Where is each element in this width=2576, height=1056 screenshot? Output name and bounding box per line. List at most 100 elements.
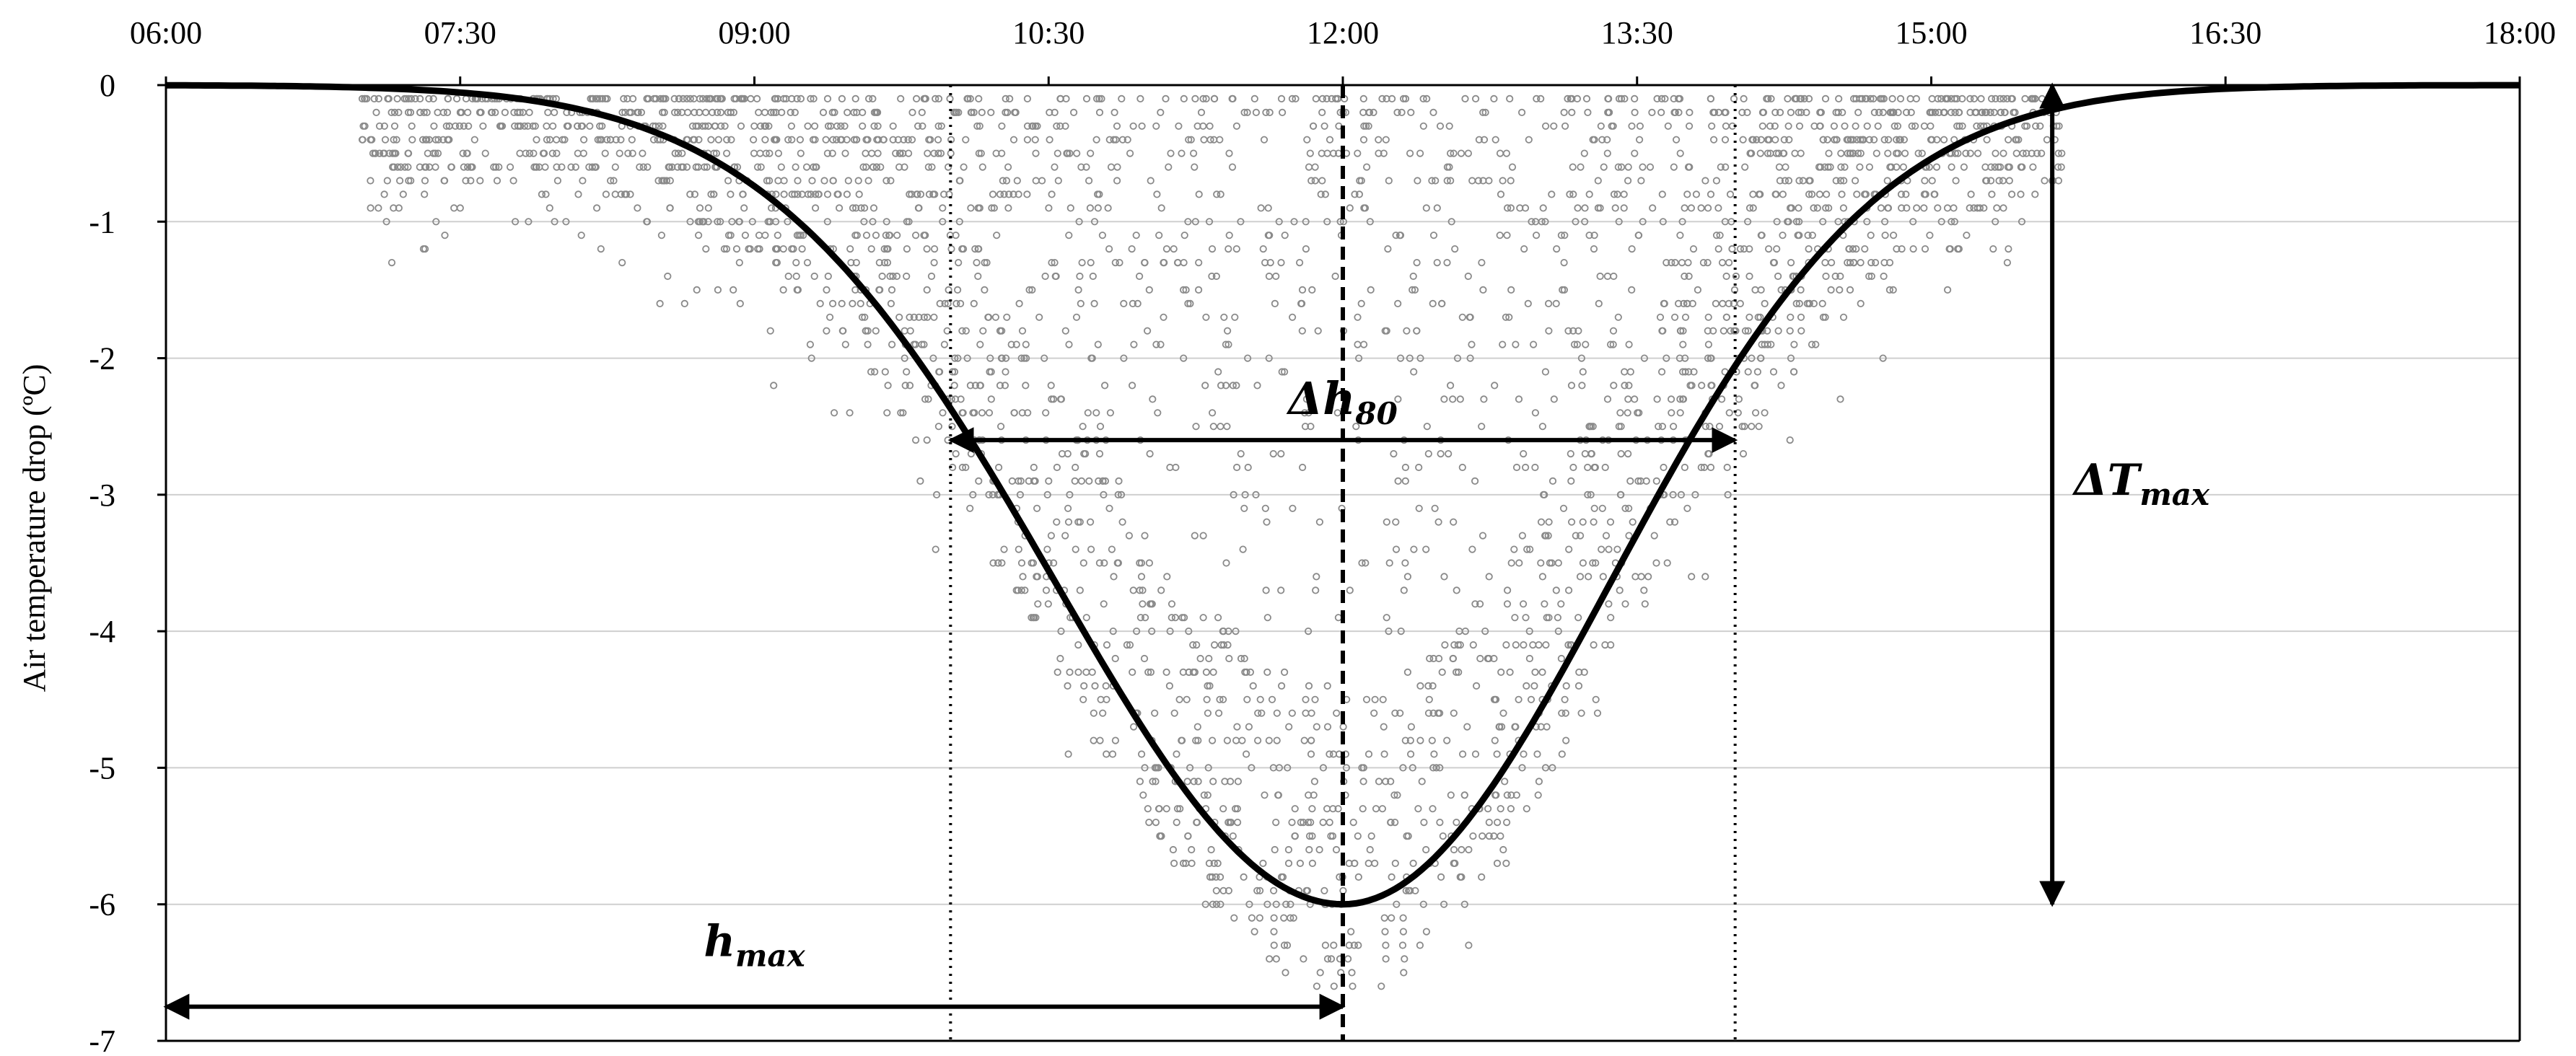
scatter-point	[1681, 272, 1688, 281]
scatter-point	[1017, 477, 1025, 485]
scatter-point	[1209, 668, 1217, 677]
scatter-point	[501, 108, 509, 116]
scatter-point	[1538, 573, 1546, 581]
scatter-point	[1590, 641, 1598, 649]
scatter-point	[511, 218, 520, 226]
scatter-point	[1275, 218, 1283, 226]
scatter-point	[1203, 695, 1211, 703]
scatter-point	[1865, 272, 1873, 281]
scatter-point	[1554, 559, 1562, 567]
scatter-point	[882, 232, 890, 239]
scatter-point	[1201, 900, 1209, 908]
scatter-point	[905, 149, 913, 157]
scatter-point	[810, 272, 818, 281]
scatter-point	[1129, 122, 1137, 130]
scatter-point	[1857, 299, 1865, 307]
scatter-point	[1280, 914, 1288, 922]
scatter-point	[1962, 149, 1970, 157]
scatter-point	[1501, 778, 1509, 786]
scatter-point	[806, 340, 815, 348]
scatter-point	[493, 177, 501, 185]
scatter-point	[1722, 108, 1730, 116]
scatter-point	[940, 340, 949, 348]
scatter-point	[1893, 245, 1901, 253]
scatter-point	[1806, 177, 1814, 185]
scatter-point	[1537, 559, 1545, 567]
scatter-point	[695, 136, 703, 144]
scatter-point	[1947, 108, 1955, 116]
scatter-point	[1023, 94, 1032, 102]
scatter-point	[1565, 545, 1573, 553]
scatter-point	[791, 108, 799, 116]
scatter-point	[1670, 163, 1678, 171]
scatter-point	[750, 136, 758, 144]
scatter-point	[1677, 490, 1685, 499]
scatter-point	[1620, 204, 1628, 212]
scatter-point	[1222, 559, 1230, 567]
scatter-point	[1008, 477, 1016, 485]
scatter-point	[1051, 163, 1059, 171]
scatter-point	[1053, 668, 1061, 677]
scatter-point	[703, 163, 711, 171]
scatter-point	[1852, 177, 1859, 185]
scatter-point	[1025, 477, 1033, 485]
scatter-point	[1511, 614, 1519, 622]
scatter-point	[702, 245, 710, 253]
scatter-point	[444, 94, 452, 102]
scatter-point	[1580, 149, 1588, 157]
scatter-point	[1411, 286, 1419, 294]
scatter-point	[1416, 941, 1424, 949]
scatter-point	[618, 258, 626, 267]
scatter-point	[1394, 477, 1402, 485]
scatter-point	[730, 286, 737, 294]
scatter-point	[1937, 218, 1945, 226]
scatter-point	[787, 108, 794, 116]
scatter-point	[1116, 258, 1123, 267]
scatter-point	[1077, 477, 1086, 485]
scatter-point	[932, 94, 939, 102]
scatter-point	[978, 163, 986, 171]
scatter-point	[1825, 204, 1833, 212]
scatter-point	[1398, 941, 1407, 949]
scatter-point	[1370, 709, 1378, 717]
scatter-point	[720, 245, 729, 253]
scatter-point	[1502, 149, 1510, 157]
scatter-point	[691, 108, 698, 116]
scatter-point	[837, 122, 845, 130]
scatter-point	[1683, 504, 1691, 512]
scatter-point	[622, 190, 630, 198]
scatter-point	[724, 232, 733, 239]
scatter-point	[1355, 354, 1363, 362]
scatter-point	[765, 122, 773, 130]
scatter-point	[1577, 709, 1585, 717]
scatter-point	[1805, 94, 1813, 102]
scatter-point	[864, 340, 872, 348]
scatter-point	[780, 94, 788, 102]
scatter-point	[869, 163, 877, 171]
scatter-point	[823, 190, 832, 198]
scatter-point	[803, 258, 812, 267]
scatter-point	[1308, 805, 1316, 813]
scatter-point	[1186, 764, 1194, 772]
scatter-point	[1356, 177, 1364, 185]
scatter-point	[1308, 859, 1317, 868]
scatter-point	[1419, 94, 1427, 102]
scatter-point	[812, 190, 820, 198]
scatter-point	[1721, 136, 1730, 144]
scatter-point	[1443, 736, 1451, 744]
scatter-point	[370, 94, 378, 102]
scatter-point	[1273, 736, 1281, 744]
scatter-point	[1113, 122, 1121, 130]
scatter-point	[2003, 258, 2011, 267]
scatter-point	[1608, 122, 1616, 130]
scatter-point	[1383, 614, 1390, 622]
scatter-point	[1076, 586, 1084, 594]
scatter-point	[1225, 232, 1233, 239]
scatter-point	[995, 463, 1003, 472]
scatter-point	[491, 108, 499, 116]
scatter-point	[1216, 695, 1224, 703]
scatter-point	[1808, 190, 1816, 198]
scatter-point	[476, 177, 484, 185]
scatter-point	[1755, 423, 1763, 431]
scatter-point	[1786, 436, 1794, 444]
